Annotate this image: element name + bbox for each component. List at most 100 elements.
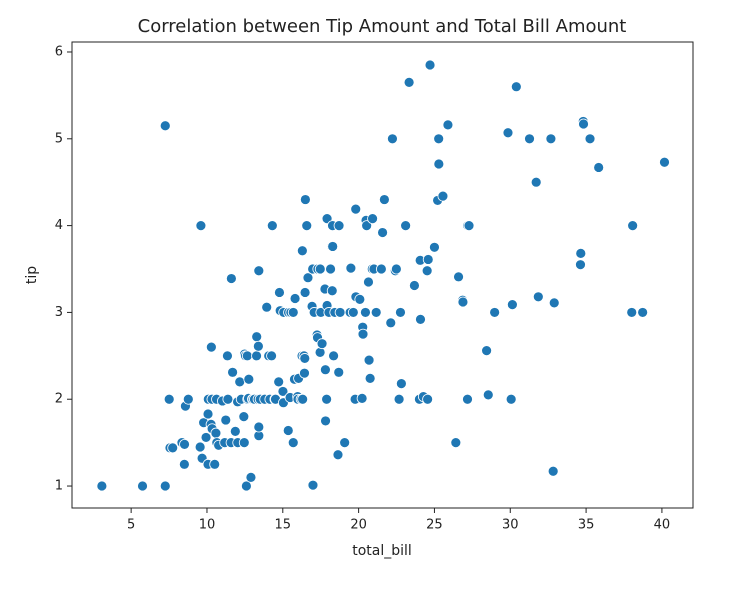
point	[210, 427, 222, 439]
point	[301, 220, 313, 232]
x-tick-label: 25	[426, 518, 443, 533]
point	[328, 350, 339, 362]
point	[252, 340, 264, 352]
point	[274, 287, 285, 298]
point	[378, 194, 390, 205]
point	[390, 263, 402, 275]
point	[377, 227, 388, 238]
point	[332, 449, 344, 461]
point	[422, 393, 434, 405]
point	[370, 307, 382, 318]
point	[282, 425, 294, 436]
point	[326, 285, 338, 297]
point	[222, 393, 234, 405]
point	[354, 293, 366, 305]
point	[314, 263, 326, 275]
point	[289, 293, 301, 304]
point	[637, 307, 649, 318]
point	[299, 194, 311, 205]
point	[316, 338, 328, 350]
point	[356, 392, 368, 404]
point	[200, 432, 212, 443]
point	[385, 317, 397, 329]
point	[251, 331, 263, 343]
point	[463, 220, 475, 232]
point	[415, 313, 426, 325]
point	[182, 393, 194, 405]
point	[357, 328, 369, 340]
point	[321, 393, 333, 405]
point	[421, 265, 433, 277]
y-tick-label: 3	[55, 305, 63, 320]
point	[167, 442, 179, 454]
x-tick-label: 15	[275, 518, 292, 533]
x-tick-label: 35	[578, 518, 595, 533]
point	[240, 480, 252, 492]
plot-frame	[71, 41, 694, 509]
point	[547, 465, 559, 477]
point	[333, 220, 345, 232]
point	[489, 307, 501, 318]
point	[626, 307, 638, 318]
point	[393, 393, 405, 405]
point	[333, 366, 345, 378]
point	[375, 263, 387, 275]
point	[245, 471, 257, 483]
x-tick-label: 20	[350, 518, 367, 533]
point	[163, 393, 175, 405]
point	[462, 393, 473, 405]
point	[482, 389, 494, 401]
x-tick-label: 10	[199, 518, 216, 533]
point	[584, 133, 596, 145]
point	[225, 273, 237, 284]
point	[302, 272, 314, 284]
point	[194, 441, 206, 453]
y-tick-label: 1	[55, 479, 63, 494]
chart-title: Correlation between Tip Amount and Total…	[138, 16, 627, 37]
point	[159, 120, 171, 132]
x-tick-label: 40	[654, 518, 671, 533]
point	[234, 376, 246, 388]
point	[367, 213, 378, 225]
point	[429, 241, 440, 253]
point	[481, 345, 493, 357]
point	[433, 158, 445, 170]
point	[220, 414, 232, 426]
point	[510, 81, 522, 93]
point	[320, 415, 331, 427]
point	[578, 118, 589, 130]
point	[575, 247, 587, 259]
point	[251, 350, 262, 362]
point	[395, 378, 407, 390]
point	[659, 156, 670, 168]
x-tick-label: 30	[502, 518, 519, 533]
x-axis-label: total_bill	[352, 543, 412, 559]
point	[202, 408, 214, 420]
point	[178, 458, 190, 470]
point	[195, 220, 207, 232]
point	[243, 373, 255, 385]
point	[530, 176, 542, 188]
point	[502, 127, 514, 139]
point	[361, 220, 373, 232]
point	[409, 280, 420, 291]
point	[575, 259, 586, 271]
point	[450, 437, 462, 449]
point	[238, 437, 250, 449]
point	[266, 350, 277, 362]
point	[433, 133, 445, 145]
point	[287, 437, 299, 449]
point	[424, 59, 436, 71]
point	[205, 341, 217, 353]
point	[524, 133, 535, 145]
y-tick-label: 2	[55, 392, 63, 407]
point	[347, 307, 359, 318]
point	[437, 190, 449, 202]
point	[299, 287, 311, 298]
point	[506, 299, 518, 311]
point	[325, 263, 336, 275]
point	[334, 307, 346, 318]
point	[327, 241, 339, 252]
point	[453, 271, 464, 283]
